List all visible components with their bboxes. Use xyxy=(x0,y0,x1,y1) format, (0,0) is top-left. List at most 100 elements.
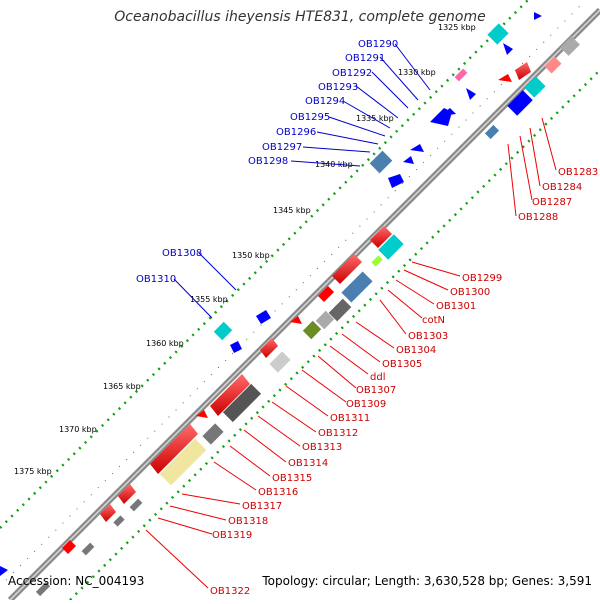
gene-ob1298 xyxy=(369,150,393,174)
gene-label: ddl xyxy=(370,372,385,383)
gene-label: OB1287 xyxy=(532,197,572,208)
gene-ob1288 xyxy=(507,90,533,116)
gene-ob1291 xyxy=(487,23,509,45)
gene-ob1319 xyxy=(129,498,143,512)
gene-ob1322b xyxy=(81,542,95,556)
gene-ob1314 xyxy=(196,410,208,418)
kbp-label: 1370 kbp xyxy=(59,425,97,434)
gene-label: OB1284 xyxy=(542,182,582,193)
gene-label: OB1309 xyxy=(346,399,386,410)
gene-label: OB1301 xyxy=(436,301,476,312)
forward-leader-lines xyxy=(173,43,431,319)
gene-ob1298b xyxy=(388,174,404,188)
gene-label: OB1307 xyxy=(356,385,396,396)
gene-ob1284 xyxy=(544,56,562,74)
gene-label: OB1299 xyxy=(462,273,502,284)
gene-ob1287b xyxy=(524,76,546,98)
gene-ob1313 xyxy=(222,383,262,423)
gene-label: OB1314 xyxy=(288,458,328,469)
gene-label: OB1317 xyxy=(242,501,282,512)
gene-ob1301 xyxy=(371,255,383,267)
kbp-label: 1345 kbp xyxy=(273,206,311,215)
gene-ob1295 xyxy=(440,108,456,116)
gene-label: OB1310 xyxy=(136,274,176,285)
gene-ob1299 xyxy=(370,226,392,248)
gene-misc-1 xyxy=(454,68,468,82)
gene-label: OB1304 xyxy=(396,345,436,356)
gene-ob1293 xyxy=(466,88,476,100)
gene-label: OB1291 xyxy=(345,53,385,64)
gene-ob1322 xyxy=(62,540,76,554)
kbp-label: 1355 kbp xyxy=(190,295,228,304)
gene-left-edge xyxy=(0,566,8,576)
gene-ob1300 xyxy=(378,234,404,260)
kbp-label: 1360 kbp xyxy=(146,339,184,348)
gene-ob1316b xyxy=(202,423,224,445)
gene-ddl xyxy=(315,310,335,330)
gene-ob1307 xyxy=(302,320,322,340)
gene-ob1287 xyxy=(515,62,531,80)
gene-ob1296 xyxy=(410,144,424,152)
gene-ob1315 xyxy=(150,424,198,474)
forward-gene-labels: OB1290 OB1291 OB1292 OB1293 OB1294 OB129… xyxy=(136,39,398,285)
gene-label: OB1296 xyxy=(276,127,316,138)
gene-label: OB1312 xyxy=(318,428,358,439)
gene-cotn xyxy=(332,254,362,284)
gene-ob1304 xyxy=(318,286,334,302)
kbp-label: 1335 kbp xyxy=(356,114,394,123)
gene-label: OB1298 xyxy=(248,156,288,167)
gene-label: OB1305 xyxy=(382,359,422,370)
gene-label: OB1303 xyxy=(408,331,448,342)
gene-label: OB1288 xyxy=(518,212,558,223)
inner-tick-ring xyxy=(69,69,600,601)
gene-label: OB1315 xyxy=(272,473,312,484)
topology-text: Topology: circular; Length: 3,630,528 bp… xyxy=(262,574,592,588)
gene-label: OB1293 xyxy=(318,82,358,93)
gene-ob1307b xyxy=(290,316,302,324)
gene-ob1322c xyxy=(35,581,51,597)
gene-ob1312 xyxy=(210,374,250,416)
gene-ob1297 xyxy=(403,156,414,164)
gene-label: cotN xyxy=(422,315,445,326)
gene-label: OB1319 xyxy=(212,530,252,541)
gene-ob1317 xyxy=(118,484,136,504)
gene-ob1290 xyxy=(534,12,542,20)
gene-label: OB1294 xyxy=(305,96,345,107)
gene-ob1311 xyxy=(269,351,291,373)
gene-label: OB1308 xyxy=(162,248,202,259)
gene-ob1310 xyxy=(213,321,233,341)
gene-label: OB1318 xyxy=(228,516,268,527)
genome-title: Oceanobacillus iheyensis HTE831, complet… xyxy=(114,9,486,25)
gene-label: OB1295 xyxy=(290,112,330,123)
kbp-label: 1350 kbp xyxy=(232,251,270,260)
gene-label: OB1290 xyxy=(358,39,398,50)
gene-label: OB1316 xyxy=(258,487,298,498)
gene-ob1283 xyxy=(560,36,580,56)
kbp-label: 1325 kbp xyxy=(438,23,476,32)
kbp-label: 1365 kbp xyxy=(103,382,141,391)
gene-ob1308 xyxy=(256,310,271,324)
reverse-gene-labels: OB1283 OB1284 OB1287 OB1288 OB1299 OB130… xyxy=(210,167,598,597)
forward-features xyxy=(0,12,542,576)
gene-label: OB1297 xyxy=(262,142,302,153)
gene-label: OB1322 xyxy=(210,586,250,597)
backbone-highlight xyxy=(9,9,600,601)
outer-tick-ring xyxy=(0,0,530,529)
reverse-leader-lines xyxy=(145,117,557,589)
gene-label: OB1283 xyxy=(558,167,598,178)
kbp-label: 1375 kbp xyxy=(14,467,52,476)
gene-ob1292 xyxy=(503,43,513,55)
gene-ob1316 xyxy=(159,438,207,486)
gene-ob1319b xyxy=(113,515,125,527)
gene-ob1309 xyxy=(260,338,278,358)
gene-label: OB1313 xyxy=(302,442,342,453)
gene-ob1303 xyxy=(341,271,373,303)
gene-label: OB1311 xyxy=(330,413,370,424)
gene-ob1305 xyxy=(328,298,352,322)
gene-ob1318 xyxy=(100,504,116,522)
gene-ob1288c xyxy=(484,124,500,140)
accession-text: Accession: NC_004193 xyxy=(8,574,145,588)
gene-ob1310b xyxy=(230,341,242,353)
